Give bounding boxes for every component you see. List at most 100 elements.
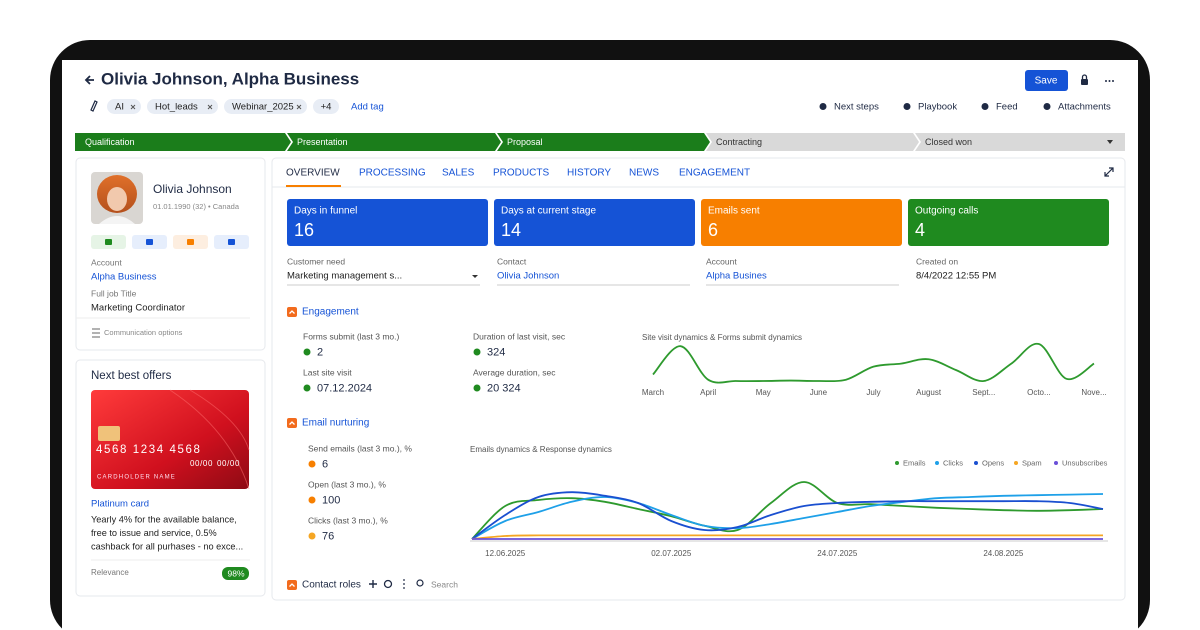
kpi-label: Emails sent — [708, 206, 760, 217]
expand-icon[interactable] — [1104, 167, 1114, 177]
metric-icon — [473, 384, 481, 392]
tag-remove[interactable] — [296, 104, 302, 110]
action-label[interactable]: Feed — [996, 102, 1018, 113]
tag-remove[interactable] — [207, 104, 213, 110]
tag-label: Webinar_2025 — [232, 102, 294, 113]
x-tick-label: May — [756, 388, 771, 397]
page-title: Olivia Johnson, Alpha Business — [101, 69, 359, 88]
tab[interactable]: NEWS — [629, 168, 659, 179]
kpi-label: Outgoing calls — [915, 206, 978, 217]
action-label[interactable]: Playbook — [918, 102, 957, 113]
stage[interactable] — [75, 133, 291, 151]
stage[interactable] — [706, 133, 919, 151]
product-name[interactable]: Platinum card — [91, 499, 149, 510]
refresh-icon[interactable] — [383, 579, 393, 589]
product-description: cashback for all purhases - no exce... — [91, 541, 243, 551]
field-label: Contact — [497, 256, 527, 266]
card-chip — [98, 426, 120, 441]
section-toggle[interactable] — [287, 418, 297, 428]
field-value[interactable]: Alpha Busines — [706, 271, 767, 282]
tag-remove[interactable] — [130, 104, 136, 110]
tag[interactable] — [224, 99, 307, 114]
x-tick-label: Octo... — [1027, 388, 1051, 397]
legend-marker — [1054, 461, 1058, 465]
metric-value: 20 324 — [487, 382, 521, 394]
field-label: Account — [91, 257, 122, 267]
field-value[interactable]: Olivia Johnson — [497, 271, 559, 282]
action-label[interactable]: Attachments — [1058, 102, 1111, 113]
kpi-tile — [287, 199, 488, 246]
toggle-chevron — [289, 310, 295, 314]
chart-title: Site visit dynamics & Forms submit dynam… — [642, 333, 802, 342]
card-pattern — [169, 389, 250, 490]
contact-icon — [146, 239, 153, 245]
card-holder: CARDHOLDER NAME — [97, 475, 176, 481]
action-label[interactable]: Next steps — [834, 102, 879, 113]
lock-icon[interactable] — [1081, 79, 1088, 85]
legend-marker — [974, 461, 978, 465]
section-title[interactable]: Engagement — [302, 307, 359, 318]
tag[interactable] — [107, 99, 141, 114]
tab[interactable]: ENGAGEMENT — [679, 168, 750, 179]
metric-label: Duration of last visit, sec — [473, 331, 566, 341]
section-toggle[interactable] — [287, 580, 297, 590]
tab[interactable]: PRODUCTS — [493, 168, 549, 179]
action-icon — [819, 103, 827, 110]
profile-details: 01.01.1990 (32) • Canada — [153, 202, 240, 211]
metric-label: Last site visit — [303, 367, 352, 377]
relevance-value: 98% — [227, 568, 244, 578]
save-button[interactable] — [1025, 70, 1068, 91]
offers-title: Next best offers — [91, 370, 172, 382]
tag[interactable] — [313, 99, 339, 114]
more-icon[interactable] — [1105, 80, 1114, 82]
add-tag[interactable]: Add tag — [351, 102, 384, 113]
metric-icon — [308, 532, 316, 540]
tab[interactable]: SALES — [442, 168, 475, 179]
menu-icon[interactable] — [403, 579, 405, 589]
kpi-label: Days at current stage — [501, 206, 596, 217]
legend-marker — [895, 461, 899, 465]
section-title[interactable]: Contact roles — [302, 580, 361, 591]
action-icon — [903, 103, 911, 110]
stage[interactable] — [287, 133, 501, 151]
x-tick-label: July — [866, 388, 880, 397]
stage-label: Contracting — [716, 137, 762, 147]
metric-value: 100 — [322, 494, 340, 506]
lock-shackle — [1081, 74, 1088, 79]
edit-icon[interactable] — [90, 100, 98, 112]
search-placeholder[interactable]: Search — [431, 579, 458, 589]
save-label: Save — [1035, 76, 1058, 87]
stage[interactable] — [497, 133, 710, 151]
tab[interactable]: OVERVIEW — [286, 168, 340, 179]
contact-icon — [105, 239, 112, 245]
action-icon — [1043, 103, 1051, 110]
tab[interactable]: PROCESSING — [359, 168, 426, 179]
line — [471, 481, 1104, 540]
metric-label: Send emails (last 3 mo.), % — [308, 443, 412, 453]
avatar-body — [99, 216, 135, 224]
add-icon[interactable] — [369, 580, 377, 588]
tag-label: AI — [115, 102, 124, 113]
line — [652, 342, 1095, 384]
account-link[interactable]: Alpha Business — [91, 272, 157, 283]
stage-caret[interactable] — [1107, 140, 1113, 144]
comm-options[interactable]: Communication options — [104, 328, 183, 337]
section-toggle[interactable] — [287, 307, 297, 317]
section-title[interactable]: Email nurturing — [302, 418, 369, 429]
select-caret[interactable] — [472, 275, 478, 278]
card-number: 4568 1234 4568 — [96, 444, 202, 456]
tab[interactable]: HISTORY — [567, 168, 611, 179]
kpi-tile — [908, 199, 1109, 246]
search-icon[interactable] — [416, 579, 424, 587]
action-icon — [981, 103, 989, 110]
x-tick-label: 12.06.2025 — [485, 549, 526, 558]
field-value: Marketing Coordinator — [91, 303, 185, 314]
product-description: free to issue and service, 0.5% — [91, 528, 217, 538]
tag[interactable] — [147, 99, 218, 114]
legend-label: Unsubscribes — [1062, 458, 1108, 467]
stage[interactable] — [915, 133, 1125, 151]
relevance-badge — [222, 567, 249, 580]
legend-marker — [935, 461, 939, 465]
back-arrow[interactable] — [84, 75, 94, 85]
